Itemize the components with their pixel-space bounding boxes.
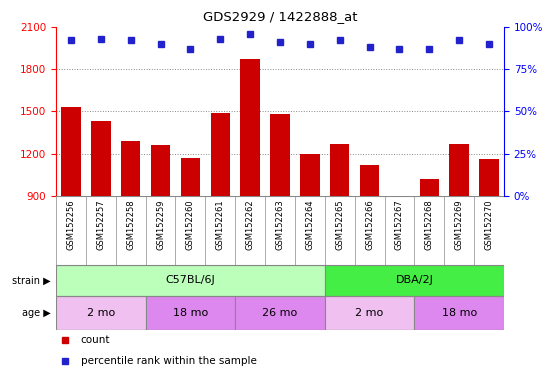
Text: count: count (81, 335, 110, 345)
Bar (211, 113, 230, 323)
Bar (235, 296, 325, 330)
Text: GSM152267: GSM152267 (395, 199, 404, 250)
Bar (61, 107, 81, 323)
Text: strain ▶: strain ▶ (12, 275, 50, 285)
Text: age ▶: age ▶ (22, 308, 50, 318)
Bar (181, 158, 200, 323)
Text: GSM152265: GSM152265 (335, 199, 344, 250)
Text: GSM152268: GSM152268 (425, 199, 434, 250)
Bar (479, 159, 499, 323)
Text: 2 mo: 2 mo (87, 308, 115, 318)
Text: percentile rank within the sample: percentile rank within the sample (81, 356, 256, 366)
Bar (325, 265, 504, 296)
Bar (56, 296, 146, 330)
Bar (56, 265, 325, 296)
Text: GSM152266: GSM152266 (365, 199, 374, 250)
Text: GSM152269: GSM152269 (455, 199, 464, 250)
Bar (270, 114, 290, 323)
Bar (121, 141, 141, 323)
Text: 18 mo: 18 mo (173, 308, 208, 318)
Text: GSM152260: GSM152260 (186, 199, 195, 250)
Text: GSM152263: GSM152263 (276, 199, 284, 250)
Text: 18 mo: 18 mo (442, 308, 477, 318)
Text: 2 mo: 2 mo (356, 308, 384, 318)
Bar (91, 121, 110, 323)
Bar (325, 296, 414, 330)
Bar (330, 144, 349, 323)
Bar (146, 296, 235, 330)
Text: GSM152261: GSM152261 (216, 199, 225, 250)
Text: GSM152262: GSM152262 (246, 199, 255, 250)
Bar (300, 154, 320, 323)
Bar (414, 296, 504, 330)
Text: GDS2929 / 1422888_at: GDS2929 / 1422888_at (203, 10, 357, 23)
Text: GSM152256: GSM152256 (67, 199, 76, 250)
Bar (240, 59, 260, 323)
Text: 26 mo: 26 mo (263, 308, 297, 318)
Text: GSM152259: GSM152259 (156, 199, 165, 250)
Text: GSM152264: GSM152264 (305, 199, 314, 250)
Text: C57BL/6J: C57BL/6J (166, 275, 215, 285)
Bar (151, 145, 170, 323)
Text: GSM152257: GSM152257 (96, 199, 105, 250)
Bar (390, 200, 409, 323)
Text: DBA/2J: DBA/2J (395, 275, 433, 285)
Bar (419, 179, 439, 323)
Text: GSM152258: GSM152258 (126, 199, 135, 250)
Text: GSM152270: GSM152270 (484, 199, 493, 250)
Bar (360, 165, 379, 323)
Bar (450, 144, 469, 323)
